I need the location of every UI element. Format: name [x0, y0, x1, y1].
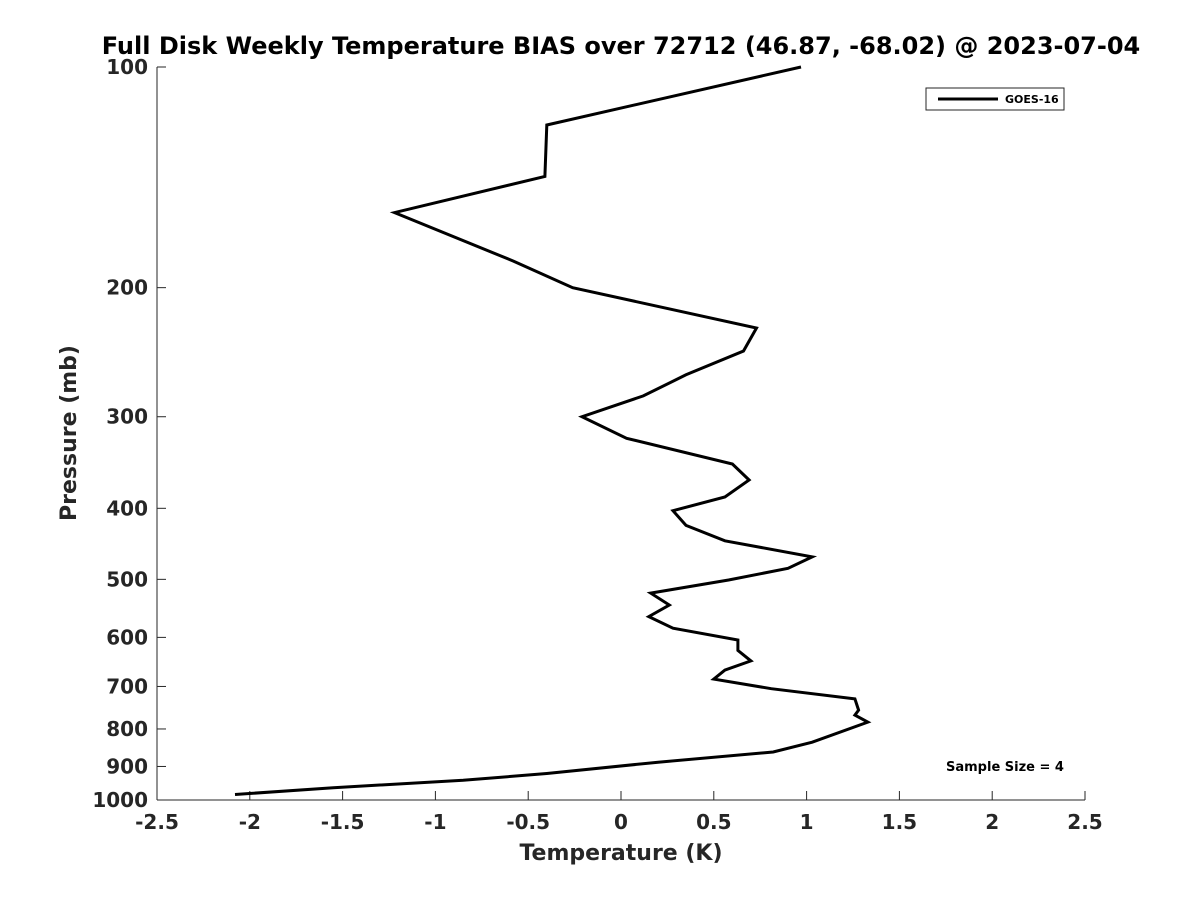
x-tick-label: 0: [614, 810, 628, 834]
y-tick-label: 1000: [92, 788, 148, 812]
x-axis-label: Temperature (K): [519, 841, 722, 866]
legend: GOES-16: [925, 87, 1065, 111]
x-tick-label: 2.5: [1067, 810, 1102, 834]
x-tick-label: 0.5: [696, 810, 731, 834]
x-tick-label: -1: [424, 810, 446, 834]
y-tick-label: 300: [106, 405, 148, 429]
y-tick-label: 200: [106, 276, 148, 300]
series-layer: [234, 65, 872, 796]
x-tick-label: 1: [800, 810, 814, 834]
legend-label-goes-16: GOES-16: [1005, 93, 1059, 106]
x-tick-label: -0.5: [506, 810, 550, 834]
x-tick-label: 1.5: [882, 810, 917, 834]
x-axis-ticks: -2.5 -2 -1.5 -1 -0.5 0 0.5 1 1.5 2 2.5: [135, 791, 1103, 834]
y-tick-label: 900: [106, 754, 148, 778]
y-tick-label: 600: [106, 625, 148, 649]
y-axis-label: Pressure (mb): [57, 345, 82, 521]
sample-size-annotation: Sample Size = 4: [946, 760, 1064, 775]
y-tick-label: 700: [106, 674, 148, 698]
x-tick-label: 2: [985, 810, 999, 834]
x-tick-label: -1.5: [321, 810, 365, 834]
x-tick-label: -2.5: [135, 810, 179, 834]
y-tick-label: 800: [106, 717, 148, 741]
chart-title: Full Disk Weekly Temperature BIAS over 7…: [102, 32, 1141, 60]
series-line-goes-16: [234, 65, 872, 796]
y-tick-label: 100: [106, 55, 148, 79]
y-tick-label: 500: [106, 567, 148, 591]
y-tick-label: 400: [106, 496, 148, 520]
x-tick-label: -2: [239, 810, 261, 834]
y-axis-ticks: 100 200 300 400 500 600 700 800 900 1000: [92, 55, 166, 812]
